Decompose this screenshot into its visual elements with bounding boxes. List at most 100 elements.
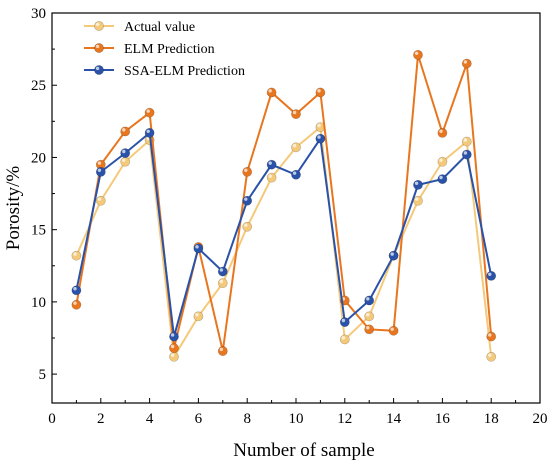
marker-highlight	[73, 287, 77, 291]
marker-highlight	[317, 135, 321, 139]
marker-body	[315, 133, 326, 144]
marker-body	[71, 299, 82, 310]
data-point	[291, 142, 301, 153]
data-point	[437, 156, 448, 167]
marker-highlight	[268, 89, 272, 93]
marker-highlight	[268, 174, 272, 178]
legend-marker	[94, 65, 104, 75]
y-tick-label: 10	[31, 295, 46, 311]
marker-body	[169, 331, 179, 342]
marker-body	[413, 195, 423, 206]
marker-highlight	[95, 22, 100, 27]
x-tick-label: 10	[289, 411, 304, 427]
marker-highlight	[170, 353, 175, 357]
marker-body	[486, 331, 497, 342]
data-point	[413, 179, 423, 190]
marker-body	[486, 351, 497, 362]
marker-body	[144, 107, 155, 118]
marker-highlight	[390, 327, 394, 331]
marker-body	[291, 169, 301, 180]
marker-body	[94, 21, 104, 31]
data-point	[95, 195, 106, 206]
marker-body	[486, 270, 497, 281]
data-point	[193, 311, 204, 322]
data-point	[71, 299, 82, 310]
x-tick-label: 2	[97, 411, 105, 427]
data-point	[413, 49, 423, 60]
axes: 0 2 4 6 8 10 12 14 16 18 20 5 10 15 20 25 30	[31, 6, 548, 427]
data-point	[266, 87, 277, 98]
data-point	[364, 295, 375, 306]
marker-highlight	[244, 168, 248, 172]
data-point	[266, 159, 277, 170]
marker-body	[95, 195, 106, 206]
data-point	[169, 331, 179, 342]
marker-body	[242, 221, 253, 232]
data-point	[364, 324, 375, 335]
marker-body	[217, 278, 228, 289]
marker-highlight	[463, 60, 468, 64]
x-tick-label: 20	[533, 411, 548, 427]
marker-body	[217, 346, 228, 356]
data-point	[95, 159, 106, 170]
x-tick-label: 4	[146, 411, 154, 427]
marker-body	[339, 334, 350, 345]
legend: Actual value ELM Prediction SSA-ELM Predic…	[84, 20, 245, 79]
legend-marker	[94, 43, 104, 53]
series-line	[75, 54, 493, 352]
marker-body	[94, 65, 104, 75]
x-tick-label: 8	[243, 411, 251, 427]
marker-body	[193, 311, 204, 322]
data-point	[120, 156, 131, 167]
marker-highlight	[488, 353, 492, 357]
data-point	[120, 148, 131, 159]
marker-body	[291, 142, 301, 153]
data-point	[266, 172, 277, 183]
data-point	[169, 351, 179, 362]
data-point	[95, 166, 106, 177]
marker-body	[94, 43, 104, 53]
marker-highlight	[97, 168, 102, 172]
marker-highlight	[170, 333, 175, 337]
marker-highlight	[97, 161, 102, 165]
marker-highlight	[97, 197, 102, 201]
data-point	[169, 343, 179, 354]
y-axis-title: Porosity/%	[3, 166, 24, 251]
data-point	[144, 107, 155, 118]
series-0	[71, 122, 497, 362]
data-point	[339, 317, 350, 328]
legend-item-2: SSA-ELM Prediction	[84, 64, 245, 79]
data-point	[217, 278, 228, 289]
marker-highlight	[268, 161, 272, 165]
marker-highlight	[439, 175, 443, 180]
marker-highlight	[366, 313, 370, 317]
marker-highlight	[414, 181, 419, 185]
marker-highlight	[122, 149, 126, 154]
marker-body	[95, 166, 106, 177]
marker-body	[266, 159, 277, 170]
marker-body	[413, 49, 423, 60]
x-tick-label: 12	[337, 411, 352, 427]
data-point	[486, 351, 497, 362]
marker-highlight	[317, 123, 321, 128]
y-tick-label: 30	[31, 6, 46, 22]
marker-body	[388, 325, 399, 336]
marker-highlight	[244, 197, 248, 201]
marker-body	[339, 317, 350, 328]
marker-highlight	[390, 252, 394, 256]
marker-highlight	[219, 347, 224, 352]
data-point	[71, 250, 82, 261]
marker-highlight	[146, 109, 150, 113]
data-point	[242, 195, 253, 206]
series-line	[75, 125, 493, 360]
legend-label: Actual value	[124, 20, 195, 35]
marker-body	[193, 243, 204, 254]
data-point	[437, 174, 448, 185]
marker-body	[144, 127, 155, 138]
series-2	[71, 127, 497, 342]
data-point	[217, 346, 228, 356]
data-point	[315, 122, 326, 133]
marker-body	[437, 174, 448, 185]
y-tick-label: 20	[31, 150, 46, 166]
